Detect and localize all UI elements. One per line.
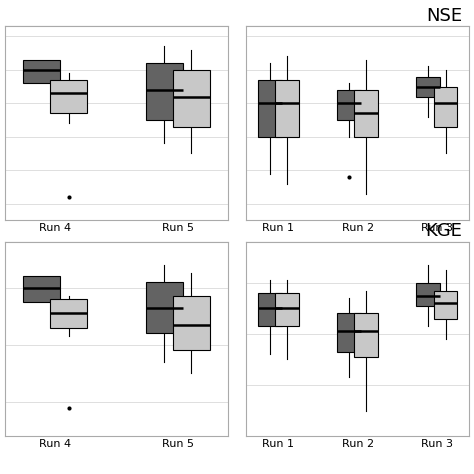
Bar [434, 87, 457, 127]
Bar [50, 80, 87, 113]
Bar [146, 282, 182, 333]
Bar [275, 80, 299, 137]
Bar [146, 63, 182, 120]
Bar [23, 60, 60, 83]
Bar [23, 276, 60, 302]
Bar [434, 291, 457, 319]
Bar [173, 296, 210, 350]
Bar [337, 90, 361, 120]
Bar [355, 90, 378, 137]
Bar [50, 299, 87, 328]
Text: KGE: KGE [426, 222, 463, 240]
Bar [258, 80, 282, 137]
Bar [258, 293, 282, 326]
Bar [275, 293, 299, 326]
Bar [173, 70, 210, 127]
Text: NSE: NSE [427, 7, 463, 25]
Bar [355, 313, 378, 357]
Bar [416, 76, 440, 97]
Bar [337, 313, 361, 352]
Bar [416, 283, 440, 306]
